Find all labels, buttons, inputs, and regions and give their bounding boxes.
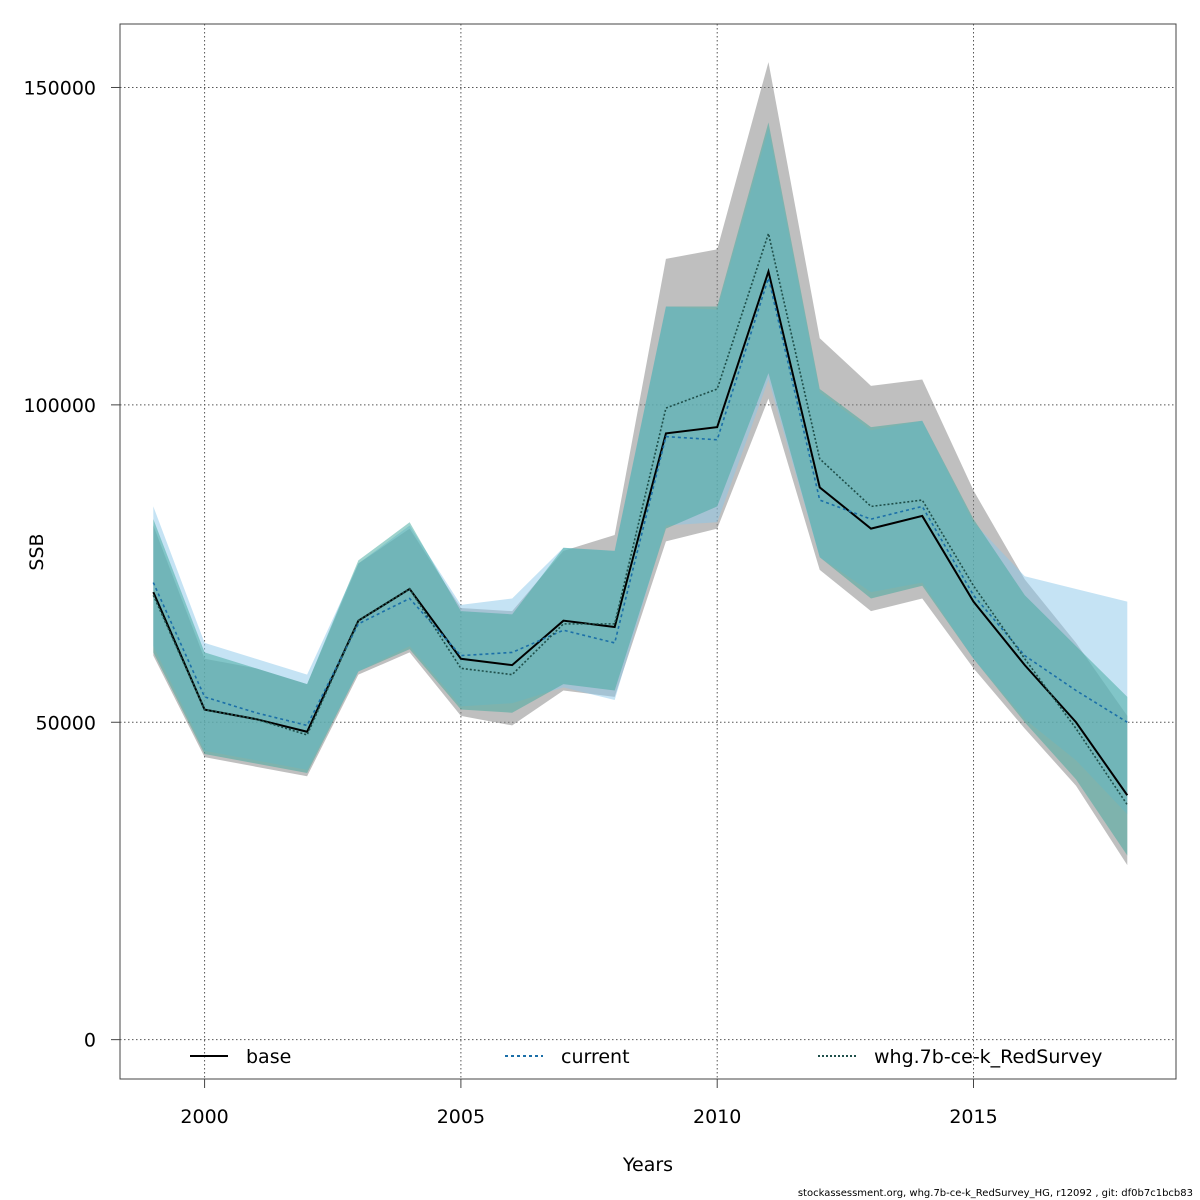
confidence-bands — [153, 62, 1128, 866]
legend: base current whg.7b-ce-k_RedSurvey — [190, 1046, 1102, 1068]
plot-frame — [119, 23, 1177, 1080]
y-tick-label: 100000 — [23, 395, 96, 417]
legend-label-current: current — [561, 1046, 630, 1068]
series-lines — [152, 230, 1129, 806]
y-axis-title: SSB — [26, 533, 48, 570]
band-whg-7b-ce-k-redsurvey — [153, 122, 1128, 856]
x-tick-label: 2010 — [693, 1106, 741, 1128]
y-tick-label: 0 — [84, 1030, 96, 1052]
line-base — [152, 267, 1129, 796]
x-axis: 2000 2005 2010 2015 — [180, 1079, 998, 1128]
y-axis: 0 50000 100000 150000 — [23, 77, 120, 1052]
y-tick-label: 50000 — [36, 712, 96, 734]
x-axis-title: Years — [622, 1154, 673, 1176]
x-tick-label: 2000 — [180, 1106, 228, 1128]
x-tick-label: 2005 — [437, 1106, 485, 1128]
x-tick-label: 2015 — [949, 1106, 997, 1128]
line-current — [152, 274, 1128, 727]
line-whg-7b-ce-k-redsurvey — [152, 230, 1128, 806]
y-tick-label: 150000 — [23, 77, 96, 99]
legend-label-base: base — [246, 1046, 291, 1068]
legend-label-whg-7b-ce-k-redsurvey: whg.7b-ce-k_RedSurvey — [874, 1046, 1102, 1068]
footer-caption: stockassessment.org, whg.7b-ce-k_RedSurv… — [798, 1188, 1193, 1199]
